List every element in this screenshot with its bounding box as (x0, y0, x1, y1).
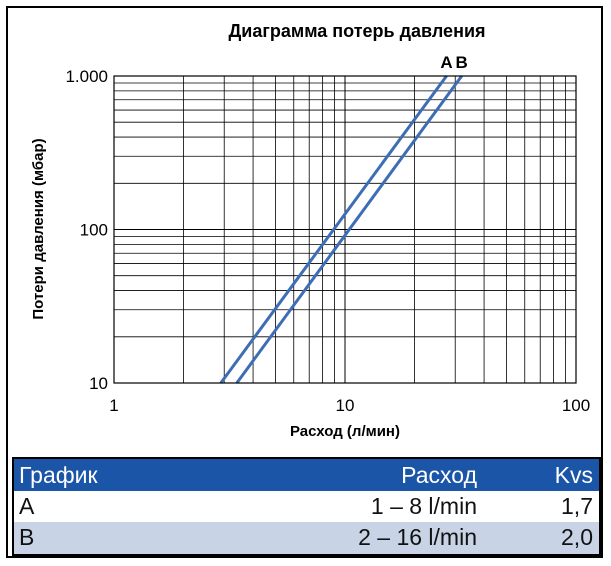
y-tick-label: 10 (89, 374, 108, 393)
y-tick-label: 100 (80, 221, 108, 240)
series-label-a: A (440, 53, 452, 72)
cell-kvs: 2,0 (561, 524, 593, 550)
chart-title: Диаграмма потерь давления (228, 21, 485, 41)
x-tick-label: 100 (562, 396, 590, 415)
x-tick-label: 10 (336, 396, 355, 415)
series-line-b (235, 75, 463, 384)
x-tick-label: 1 (109, 396, 118, 415)
x-axis-label: Расход (л/мин) (290, 423, 400, 440)
cell-graph: A (19, 493, 35, 519)
cell-flow: 1 – 8 l/min (370, 493, 477, 519)
table-row: B 2 – 16 l/min 2,0 (14, 522, 599, 554)
series-lines (219, 75, 463, 384)
table-header-row: График Расход Kvs (14, 459, 599, 491)
pressure-loss-chart: Диаграмма потерь давления 1 10 100101001.0… (30, 21, 590, 440)
y-tick-label: 1.000 (65, 67, 108, 86)
cell-graph: B (19, 524, 35, 550)
grid (113, 76, 576, 384)
series-label-b: B (456, 53, 468, 72)
table-row: A 1 – 8 l/min 1,7 (14, 491, 599, 522)
header-graph: График (19, 462, 98, 488)
header-kvs: Kvs (554, 462, 593, 488)
series-line-a (219, 75, 448, 384)
cell-flow: 2 – 16 l/min (358, 524, 477, 550)
cell-kvs: 1,7 (561, 493, 593, 519)
header-flow: Расход (401, 462, 477, 488)
plot-area-border (113, 75, 577, 384)
data-table: График Расход Kvs A 1 – 8 l/min 1,7 B 2 … (12, 457, 601, 556)
y-axis-label: Потери давления (мбар) (30, 138, 47, 319)
